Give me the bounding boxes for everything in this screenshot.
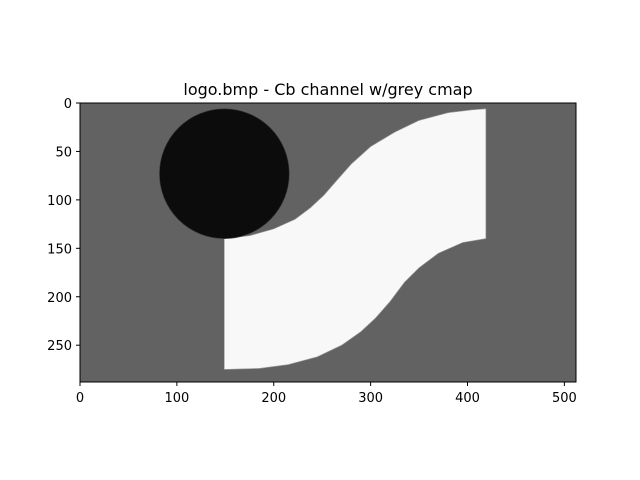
x-tick-label: 500 — [552, 391, 577, 406]
x-axis: 0 100 200 300 400 500 — [76, 382, 577, 406]
y-tick-label: 150 — [47, 242, 72, 257]
y-tick-label: 250 — [47, 339, 72, 354]
image-plot-area — [80, 103, 576, 382]
y-tick-label: 200 — [47, 291, 72, 306]
x-tick-label: 100 — [164, 391, 189, 406]
y-tick-label: 0 — [64, 97, 72, 112]
y-axis: 0 50 100 150 200 250 — [47, 97, 80, 354]
y-tick-label: 100 — [47, 194, 72, 209]
y-tick-label: 50 — [55, 145, 72, 160]
x-tick-label: 300 — [358, 391, 383, 406]
x-tick-label: 0 — [76, 391, 84, 406]
image-circle — [159, 108, 290, 239]
image-s-shape — [224, 108, 487, 370]
x-tick-label: 200 — [261, 391, 286, 406]
axes-frame — [79, 102, 577, 383]
x-tick-label: 400 — [455, 391, 480, 406]
chart-title: logo.bmp - Cb channel w/grey cmap — [183, 80, 472, 99]
